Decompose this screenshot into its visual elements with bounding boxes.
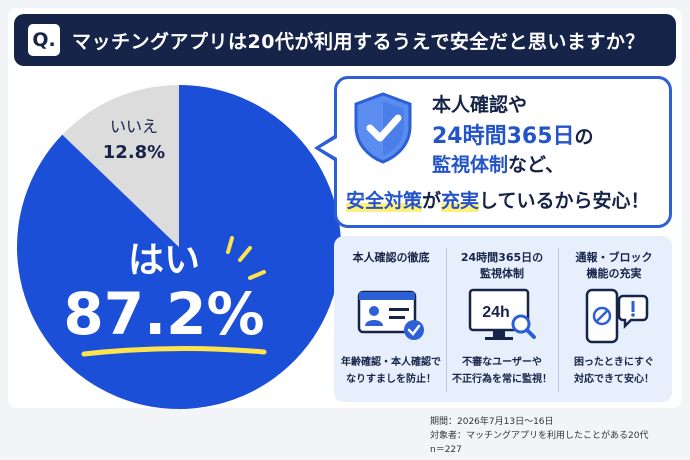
feature-title-1: 通報・ブロック [575, 251, 653, 264]
pie-value-yes: 87.2% [63, 280, 264, 348]
sparkle-mark [248, 270, 266, 280]
question-text: マッチングアプリは20代が利用するうえで安全だと思いますか？ [72, 30, 645, 53]
bubble-line-4: 安全対策が充実しているから安心！ [346, 186, 649, 213]
feature-divider [558, 248, 559, 392]
phone-block-icon [585, 288, 649, 344]
value-underline [81, 345, 267, 357]
feature-desc-2: なりすましを防止！ [346, 374, 436, 385]
monitor-24h-icon: 24h [468, 288, 536, 340]
feature-desc-1: 年齢確認・本人確認で [341, 357, 441, 368]
footer-target: 対象者：マッチングアプリを利用したことがある20代 [430, 431, 649, 441]
feature-desc-2: 対応できて安心！ [574, 374, 654, 385]
feature-title-2: 監視体制 [480, 267, 524, 280]
feature-title-1: 24時間365日の [460, 251, 544, 264]
bubble-monitoring: 監視体制 [432, 154, 509, 176]
bubble-tail-inner [320, 138, 337, 158]
feature-divider [446, 248, 447, 392]
feature-desc-1: 不審なユーザーや [462, 357, 542, 368]
footer-n: n＝227 [430, 445, 462, 455]
bubble-line-2: 24時間365日の [432, 118, 594, 150]
bubble-juujitsu: 充実 [441, 190, 480, 212]
pie-value-no: 12.8% [103, 142, 165, 163]
feature-report-block: 通報・ブロック 機能の充実 困ったときにすぐ 対応できて安心！ [559, 236, 669, 402]
id-card-icon [357, 290, 424, 340]
bubble-no: の [574, 126, 594, 148]
bubble-line-3: 監視体制など、 [432, 150, 564, 177]
feature-desc: 不審なユーザーや 不正行為を常に監視！ [447, 354, 557, 388]
question-bar: Q. マッチングアプリは20代が利用するうえで安全だと思いますか？ [14, 14, 676, 66]
feature-identity: 本人確認の徹底 年齢確認・本人確認で なりすましを防止！ [336, 236, 446, 402]
bubble-24h: 24時間365日 [432, 124, 575, 149]
feature-monitoring: 24時間365日の 監視体制 24h 不審なユーザーや 不正行為を常に監視！ [447, 236, 557, 402]
feature-desc-2: 不正行為を常に監視！ [452, 374, 552, 385]
feature-title: 通報・ブロック 機能の充実 [559, 250, 669, 282]
footer-period: 期間：2026年7月13日〜16日 [430, 417, 554, 427]
feature-desc-1: 困ったときにすぐ [573, 357, 655, 368]
bubble-ga: が [422, 190, 442, 212]
pie-slice-no [62, 85, 179, 247]
bubble-safety: 安全対策 [346, 190, 423, 212]
sparkle-mark [226, 236, 234, 254]
feature-title: 本人確認の徹底 [352, 251, 430, 264]
pie-slice-yes [16, 85, 341, 409]
bubble-line-1: 本人確認や [432, 94, 528, 116]
feature-desc: 年齢確認・本人確認で なりすましを防止！ [336, 354, 446, 388]
monitor-24h-text: 24h [482, 304, 510, 321]
feature-desc: 困ったときにすぐ 対応できて安心！ [559, 354, 669, 388]
shield-check-icon [354, 92, 412, 164]
question-badge: Q. [28, 24, 60, 56]
sparkle-mark [238, 246, 252, 262]
pie-label-yes: はい [128, 240, 200, 281]
feature-title: 24時間365日の 監視体制 [447, 250, 557, 282]
bubble-nado: など、 [508, 154, 565, 176]
pie-label-no: いいえ [110, 117, 158, 136]
feature-title-2: 機能の充実 [586, 267, 642, 280]
bubble-anshin: しているから安心！ [479, 190, 650, 212]
